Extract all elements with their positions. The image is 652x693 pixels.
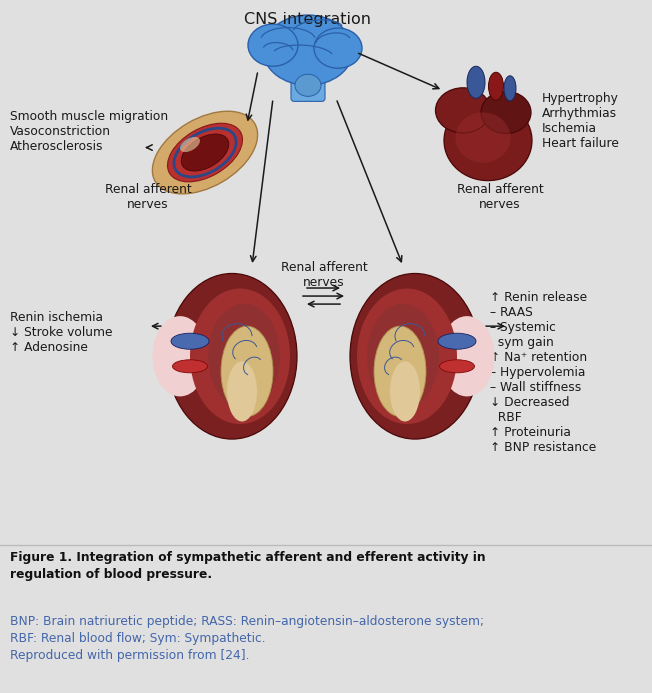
- Ellipse shape: [153, 316, 207, 396]
- Ellipse shape: [481, 91, 531, 134]
- Ellipse shape: [467, 67, 485, 98]
- Ellipse shape: [436, 88, 490, 133]
- Ellipse shape: [314, 28, 362, 68]
- Ellipse shape: [263, 15, 353, 85]
- Ellipse shape: [181, 134, 229, 171]
- Ellipse shape: [438, 333, 476, 349]
- Ellipse shape: [190, 288, 290, 424]
- Ellipse shape: [180, 137, 200, 152]
- Text: Renal afferent
nerves: Renal afferent nerves: [456, 183, 543, 211]
- Ellipse shape: [168, 123, 243, 182]
- Ellipse shape: [504, 76, 516, 101]
- Ellipse shape: [221, 326, 273, 416]
- Ellipse shape: [350, 274, 480, 439]
- FancyBboxPatch shape: [291, 59, 325, 101]
- Ellipse shape: [390, 361, 420, 421]
- Ellipse shape: [488, 72, 503, 100]
- Text: Renin ischemia
↓ Stroke volume
↑ Adenosine: Renin ischemia ↓ Stroke volume ↑ Adenosi…: [10, 311, 113, 354]
- Ellipse shape: [357, 288, 457, 424]
- Ellipse shape: [367, 304, 439, 409]
- Text: Figure 1. Integration of sympathetic afferent and efferent activity in
regulatio: Figure 1. Integration of sympathetic aff…: [10, 551, 486, 581]
- Ellipse shape: [374, 326, 426, 416]
- Ellipse shape: [227, 361, 257, 421]
- Ellipse shape: [167, 274, 297, 439]
- Ellipse shape: [456, 112, 511, 163]
- Ellipse shape: [439, 316, 494, 396]
- Text: Renal afferent
nerves: Renal afferent nerves: [280, 261, 367, 289]
- Ellipse shape: [444, 100, 532, 181]
- Ellipse shape: [173, 360, 207, 373]
- Text: BNP: Brain natriuretic peptide; RASS: Renin–angiotensin–aldosterone system;
RBF:: BNP: Brain natriuretic peptide; RASS: Re…: [10, 615, 484, 662]
- Ellipse shape: [171, 333, 209, 349]
- Ellipse shape: [295, 74, 321, 96]
- Ellipse shape: [208, 304, 280, 409]
- Text: CNS integration: CNS integration: [244, 12, 372, 27]
- Ellipse shape: [439, 360, 475, 373]
- Ellipse shape: [248, 24, 298, 67]
- Text: Smooth muscle migration
Vasoconstriction
Atherosclerosis: Smooth muscle migration Vasoconstriction…: [10, 110, 168, 153]
- Text: Renal afferent
nerves: Renal afferent nerves: [104, 183, 192, 211]
- Ellipse shape: [153, 112, 258, 194]
- Text: ↑ Renin release
– RAAS
– Systemic
  sym gain
↑ Na⁺ retention
– Hypervolemia
– Wa: ↑ Renin release – RAAS – Systemic sym ga…: [490, 291, 596, 454]
- Text: Hypertrophy
Arrhythmias
Ischemia
Heart failure: Hypertrophy Arrhythmias Ischemia Heart f…: [542, 92, 619, 150]
